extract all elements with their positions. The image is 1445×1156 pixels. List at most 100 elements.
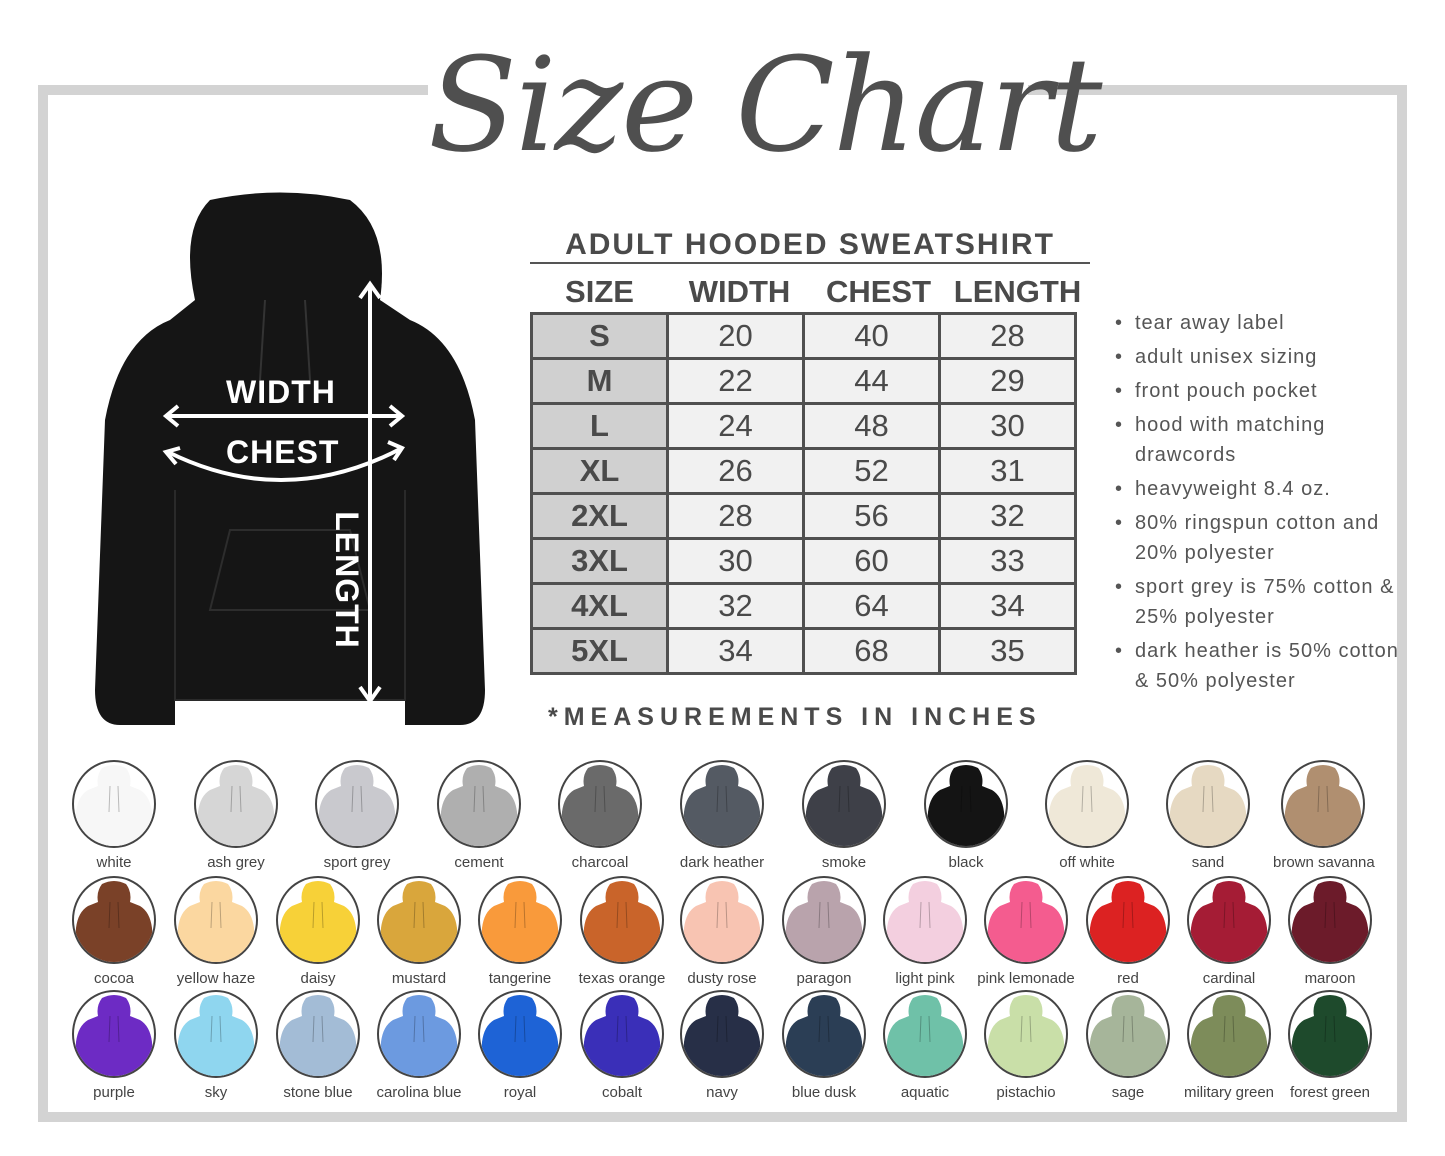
color-swatch-ash-grey[interactable]: ash grey bbox=[186, 760, 286, 872]
chest-cell: 40 bbox=[802, 312, 941, 360]
color-swatch-stone-blue[interactable]: stone blue bbox=[268, 990, 368, 1102]
color-swatch-cocoa[interactable]: cocoa bbox=[64, 876, 164, 988]
length-cell: 29 bbox=[938, 357, 1077, 405]
color-swatch-sand[interactable]: sand bbox=[1158, 760, 1258, 872]
width-cell: 26 bbox=[666, 447, 805, 495]
color-swatch-aquatic[interactable]: aquatic bbox=[875, 990, 975, 1102]
table-row: 4XL 32 64 34 bbox=[530, 582, 1077, 630]
hoodie-swatch-icon bbox=[315, 760, 399, 848]
chest-cell: 68 bbox=[802, 627, 941, 675]
color-swatch-red[interactable]: red bbox=[1078, 876, 1178, 988]
color-swatch-forest-green[interactable]: forest green bbox=[1280, 990, 1380, 1102]
length-cell: 30 bbox=[938, 402, 1077, 450]
hoodie-swatch-icon bbox=[558, 760, 642, 848]
page-title: Size Chart bbox=[428, 29, 1102, 181]
color-swatch-pistachio[interactable]: pistachio bbox=[976, 990, 1076, 1102]
color-swatch-maroon[interactable]: maroon bbox=[1280, 876, 1380, 988]
hoodie-image bbox=[95, 192, 485, 725]
header-chest: CHEST bbox=[825, 274, 932, 309]
color-swatch-blue-dusk[interactable]: blue dusk bbox=[774, 990, 874, 1102]
color-swatch-cement[interactable]: cement bbox=[429, 760, 529, 872]
color-name: maroon bbox=[1304, 970, 1356, 987]
color-swatch-light-pink[interactable]: light pink bbox=[875, 876, 975, 988]
chest-label: CHEST bbox=[226, 434, 340, 470]
color-swatch-tangerine[interactable]: tangerine bbox=[470, 876, 570, 988]
title-gap bbox=[428, 80, 1028, 104]
color-swatch-cardinal[interactable]: cardinal bbox=[1179, 876, 1279, 988]
hoodie-swatch-icon bbox=[1187, 990, 1271, 1078]
color-name: ash grey bbox=[207, 854, 265, 871]
color-name: blue dusk bbox=[791, 1084, 857, 1101]
size-table: S 20 40 28 M 22 44 29 L 24 48 30 XL 26 52 31 2XL 28 56 32 3X… bbox=[530, 312, 1077, 675]
hoodie-swatch-icon bbox=[580, 990, 664, 1078]
hoodie-swatch-icon bbox=[680, 760, 764, 848]
hoodie-swatch-icon bbox=[72, 876, 156, 964]
color-swatch-off-white[interactable]: off white bbox=[1037, 760, 1137, 872]
hoodie-swatch-icon bbox=[680, 990, 764, 1078]
hoodie-swatch-icon bbox=[802, 760, 886, 848]
hoodie-swatch-icon bbox=[174, 876, 258, 964]
hoodie-swatch-icon bbox=[1281, 760, 1365, 848]
color-name: forest green bbox=[1289, 1084, 1371, 1101]
color-name: sport grey bbox=[323, 854, 391, 871]
width-cell: 28 bbox=[666, 492, 805, 540]
color-swatch-mustard[interactable]: mustard bbox=[369, 876, 469, 988]
color-swatch-sky[interactable]: sky bbox=[166, 990, 266, 1102]
color-name: red bbox=[1117, 970, 1139, 987]
length-cell: 31 bbox=[938, 447, 1077, 495]
color-swatch-black[interactable]: black bbox=[916, 760, 1016, 872]
table-row: 5XL 34 68 35 bbox=[530, 627, 1077, 675]
length-cell: 35 bbox=[938, 627, 1077, 675]
width-cell: 22 bbox=[666, 357, 805, 405]
color-name: sky bbox=[204, 1084, 228, 1101]
color-name: light pink bbox=[895, 970, 955, 987]
hoodie-swatch-icon bbox=[276, 876, 360, 964]
color-swatch-royal[interactable]: royal bbox=[470, 990, 570, 1102]
hoodie-swatch-icon bbox=[478, 876, 562, 964]
color-swatch-white[interactable]: white bbox=[64, 760, 164, 872]
size-cell: L bbox=[530, 402, 669, 450]
color-name: dark heather bbox=[679, 854, 765, 871]
chest-cell: 60 bbox=[802, 537, 941, 585]
color-swatch-sage[interactable]: sage bbox=[1078, 990, 1178, 1102]
color-swatch-navy[interactable]: navy bbox=[672, 990, 772, 1102]
color-name: off white bbox=[1059, 854, 1115, 871]
hoodie-swatch-icon bbox=[1288, 876, 1372, 964]
color-name: charcoal bbox=[571, 854, 629, 871]
color-name: yellow haze bbox=[176, 970, 256, 987]
chest-cell: 44 bbox=[802, 357, 941, 405]
feature-item: front pouch pocket bbox=[1115, 376, 1405, 406]
color-name: cobalt bbox=[601, 1084, 643, 1101]
color-swatch-smoke[interactable]: smoke bbox=[794, 760, 894, 872]
hoodie-swatch-icon bbox=[174, 990, 258, 1078]
color-swatch-military-green[interactable]: military green bbox=[1179, 990, 1279, 1102]
color-swatch-texas-orange[interactable]: texas orange bbox=[572, 876, 672, 988]
hoodie-swatch-icon bbox=[1086, 990, 1170, 1078]
hoodie-swatch-icon bbox=[984, 876, 1068, 964]
size-cell: 4XL bbox=[530, 582, 669, 630]
hoodie-swatch-icon bbox=[437, 760, 521, 848]
color-swatch-paragon[interactable]: paragon bbox=[774, 876, 874, 988]
color-swatch-brown-savanna[interactable]: brown savanna bbox=[1273, 760, 1375, 872]
hoodie-swatch-icon bbox=[194, 760, 278, 848]
hoodie-swatch-icon bbox=[1288, 990, 1372, 1078]
length-cell: 28 bbox=[938, 312, 1077, 360]
color-swatch-purple[interactable]: purple bbox=[64, 990, 164, 1102]
color-swatch-daisy[interactable]: daisy bbox=[268, 876, 368, 988]
color-swatch-pink-lemonade[interactable]: pink lemonade bbox=[976, 876, 1076, 988]
color-swatch-dusty-rose[interactable]: dusty rose bbox=[672, 876, 772, 988]
color-name: purple bbox=[93, 1084, 135, 1101]
color-swatch-sport-grey[interactable]: sport grey bbox=[307, 760, 407, 872]
color-swatch-charcoal[interactable]: charcoal bbox=[550, 760, 650, 872]
color-swatch-yellow-haze[interactable]: yellow haze bbox=[166, 876, 266, 988]
color-name: navy bbox=[706, 1084, 738, 1101]
table-row: 2XL 28 56 32 bbox=[530, 492, 1077, 540]
color-name: pink lemonade bbox=[977, 970, 1075, 987]
color-swatch-dark-heather[interactable]: dark heather bbox=[672, 760, 772, 872]
color-name: black bbox=[948, 854, 984, 871]
color-name: stone blue bbox=[283, 1084, 353, 1101]
color-swatch-carolina-blue[interactable]: carolina blue bbox=[369, 990, 469, 1102]
color-swatch-cobalt[interactable]: cobalt bbox=[572, 990, 672, 1102]
size-cell: 5XL bbox=[530, 627, 669, 675]
length-label: LENGTH bbox=[328, 511, 365, 649]
